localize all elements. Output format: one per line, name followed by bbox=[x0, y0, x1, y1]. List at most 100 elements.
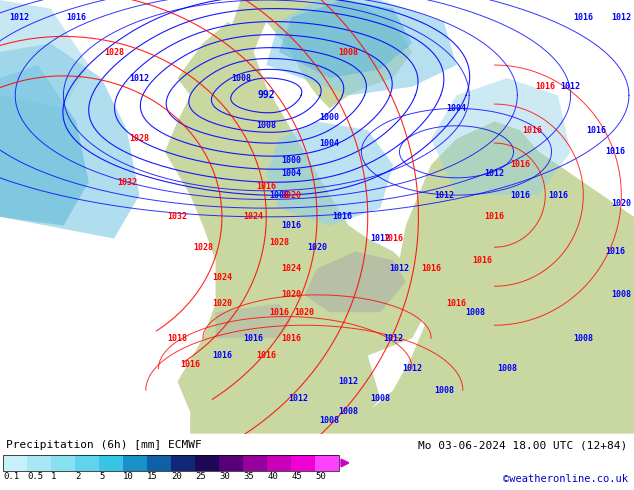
Text: 20: 20 bbox=[171, 472, 182, 481]
Text: 1016: 1016 bbox=[421, 265, 441, 273]
Text: 1008: 1008 bbox=[269, 191, 289, 199]
Text: 1008: 1008 bbox=[465, 308, 486, 317]
Text: 1012: 1012 bbox=[129, 74, 150, 82]
Bar bbox=[3, 455, 339, 471]
Text: 1020: 1020 bbox=[294, 308, 314, 317]
Text: 1012: 1012 bbox=[370, 234, 391, 243]
Text: 10: 10 bbox=[123, 472, 134, 481]
Text: 1020: 1020 bbox=[281, 191, 302, 199]
Text: 1: 1 bbox=[51, 472, 56, 481]
Text: 1012: 1012 bbox=[288, 394, 308, 403]
Text: 2: 2 bbox=[75, 472, 81, 481]
Text: 992: 992 bbox=[257, 90, 275, 100]
Polygon shape bbox=[0, 0, 89, 108]
Text: 1028: 1028 bbox=[104, 48, 124, 56]
Text: 1008: 1008 bbox=[339, 48, 359, 56]
Text: 1016: 1016 bbox=[180, 360, 200, 369]
Text: 1008: 1008 bbox=[611, 291, 631, 299]
Text: 1016: 1016 bbox=[548, 191, 568, 199]
Text: 1016: 1016 bbox=[383, 234, 403, 243]
Text: 1016: 1016 bbox=[66, 13, 86, 22]
Bar bbox=[147, 455, 171, 471]
Bar bbox=[291, 455, 315, 471]
Text: 25: 25 bbox=[195, 472, 206, 481]
Text: 35: 35 bbox=[243, 472, 254, 481]
Polygon shape bbox=[431, 78, 571, 195]
Text: 1016: 1016 bbox=[256, 182, 276, 191]
Text: 1028: 1028 bbox=[129, 134, 150, 143]
Text: 1020: 1020 bbox=[281, 291, 302, 299]
Text: 1016: 1016 bbox=[332, 212, 353, 221]
Text: 1004: 1004 bbox=[281, 169, 302, 178]
Text: 1012: 1012 bbox=[339, 377, 359, 386]
Bar bbox=[27, 455, 51, 471]
Text: 1008: 1008 bbox=[256, 121, 276, 130]
Text: 1012: 1012 bbox=[560, 82, 581, 91]
Text: 1016: 1016 bbox=[281, 334, 302, 343]
Text: 40: 40 bbox=[267, 472, 278, 481]
Bar bbox=[3, 455, 27, 471]
Text: 1000: 1000 bbox=[281, 156, 302, 165]
Text: 1012: 1012 bbox=[484, 169, 505, 178]
Text: 1016: 1016 bbox=[586, 125, 606, 135]
Polygon shape bbox=[165, 0, 431, 434]
Text: 1000: 1000 bbox=[320, 113, 340, 122]
Text: 1018: 1018 bbox=[167, 334, 188, 343]
Text: 1004: 1004 bbox=[446, 104, 467, 113]
Text: 1008: 1008 bbox=[339, 408, 359, 416]
Polygon shape bbox=[0, 44, 139, 239]
Text: 1016: 1016 bbox=[510, 191, 530, 199]
Text: 45: 45 bbox=[291, 472, 302, 481]
Bar bbox=[51, 455, 75, 471]
Text: ©weatheronline.co.uk: ©weatheronline.co.uk bbox=[503, 474, 628, 484]
Text: 1020: 1020 bbox=[307, 243, 327, 252]
Polygon shape bbox=[266, 0, 412, 108]
Polygon shape bbox=[349, 122, 634, 434]
Text: 1012: 1012 bbox=[402, 364, 422, 373]
Text: Precipitation (6h) [mm] ECMWF: Precipitation (6h) [mm] ECMWF bbox=[6, 441, 202, 450]
Text: 1016: 1016 bbox=[256, 351, 276, 360]
Text: 1032: 1032 bbox=[167, 212, 188, 221]
Bar bbox=[243, 455, 267, 471]
Text: 1016: 1016 bbox=[472, 256, 492, 265]
Text: 1020: 1020 bbox=[212, 299, 232, 308]
Text: 5: 5 bbox=[99, 472, 105, 481]
Text: 1016: 1016 bbox=[281, 221, 302, 230]
Text: 1024: 1024 bbox=[243, 212, 264, 221]
Bar bbox=[219, 455, 243, 471]
Polygon shape bbox=[304, 251, 406, 312]
Text: 0.5: 0.5 bbox=[27, 472, 43, 481]
Text: 1024: 1024 bbox=[212, 273, 232, 282]
Text: 1008: 1008 bbox=[231, 74, 251, 82]
Bar bbox=[99, 455, 123, 471]
Text: 1012: 1012 bbox=[434, 191, 454, 199]
Text: 1024: 1024 bbox=[281, 265, 302, 273]
Polygon shape bbox=[178, 22, 241, 96]
Text: 1028: 1028 bbox=[193, 243, 213, 252]
Text: 1008: 1008 bbox=[497, 364, 517, 373]
Text: 30: 30 bbox=[219, 472, 230, 481]
Text: 1028: 1028 bbox=[269, 238, 289, 247]
Bar bbox=[75, 455, 99, 471]
Polygon shape bbox=[266, 122, 393, 225]
Bar bbox=[315, 455, 339, 471]
Text: 1016: 1016 bbox=[535, 82, 555, 91]
Text: 15: 15 bbox=[147, 472, 158, 481]
Text: 1016: 1016 bbox=[212, 351, 232, 360]
Text: 1016: 1016 bbox=[269, 308, 289, 317]
Text: 1016: 1016 bbox=[243, 334, 264, 343]
Bar bbox=[171, 455, 195, 471]
Text: 1016: 1016 bbox=[605, 247, 625, 256]
Text: 0.1: 0.1 bbox=[3, 472, 19, 481]
Text: 1016: 1016 bbox=[573, 13, 593, 22]
Text: 1008: 1008 bbox=[370, 394, 391, 403]
Text: 1016: 1016 bbox=[446, 299, 467, 308]
Text: 1012: 1012 bbox=[389, 265, 410, 273]
Polygon shape bbox=[279, 0, 412, 78]
Text: 1032: 1032 bbox=[117, 178, 137, 187]
Text: 1012: 1012 bbox=[9, 13, 29, 22]
Polygon shape bbox=[216, 304, 292, 338]
Text: 1012: 1012 bbox=[611, 13, 631, 22]
Text: 1016: 1016 bbox=[522, 125, 543, 135]
Text: 50: 50 bbox=[315, 472, 326, 481]
